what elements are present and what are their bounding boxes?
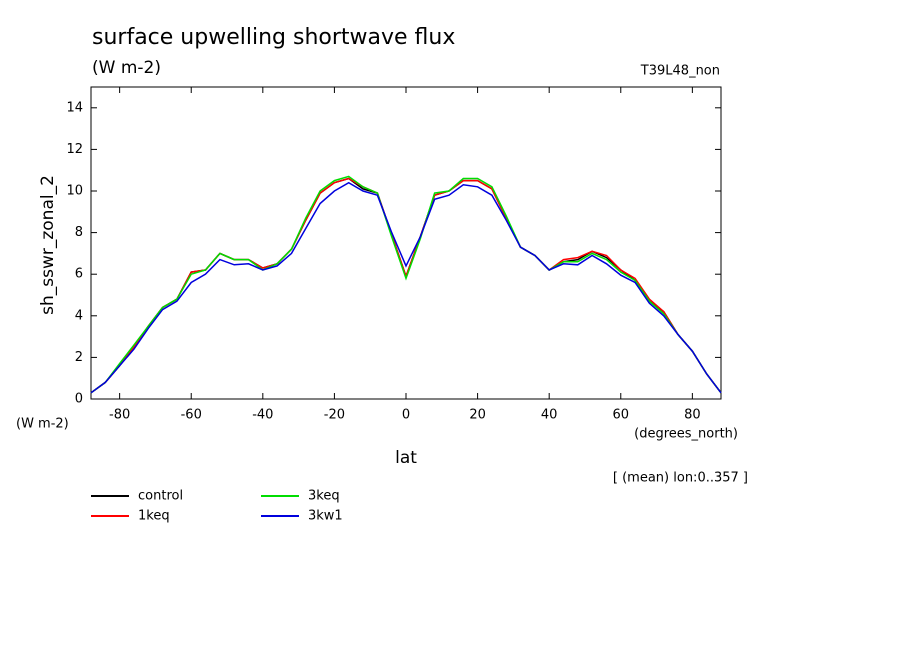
x-tick-label: -60 xyxy=(181,408,202,423)
legend-label: 3kw1 xyxy=(308,509,343,524)
x-tick-label: -40 xyxy=(252,408,273,423)
series-line xyxy=(90,175,722,394)
chart-subtitle: (W m-2) xyxy=(92,58,161,78)
y-tick-label: 6 xyxy=(75,267,83,282)
y-tick-label: 14 xyxy=(66,100,83,115)
x-tick-label: 40 xyxy=(541,408,558,423)
x-tick-label: 0 xyxy=(402,408,410,423)
chart-title: surface upwelling shortwave flux xyxy=(92,25,455,50)
y-tick-label: 0 xyxy=(75,392,83,407)
y-tick-label: 4 xyxy=(75,308,83,323)
legend-label: 3keq xyxy=(308,489,340,504)
y-tick-label: 2 xyxy=(75,350,83,365)
y-tick-label: 12 xyxy=(66,142,83,157)
legend-label: 1keq xyxy=(138,509,170,524)
x-units: (degrees_north) xyxy=(634,427,738,442)
x-tick-label: 80 xyxy=(684,408,701,423)
y-tick-label: 8 xyxy=(75,225,83,240)
plot-frame xyxy=(90,86,722,400)
series-line xyxy=(90,181,722,394)
y-units: (W m-2) xyxy=(16,417,69,432)
x-tick-label: 60 xyxy=(612,408,629,423)
run-label: T39L48_non xyxy=(640,64,720,79)
annotation: [ (mean) lon:0..357 ] xyxy=(613,471,748,486)
x-tick-label: -80 xyxy=(109,408,130,423)
legend-label: control xyxy=(138,489,183,504)
x-tick-label: 20 xyxy=(469,408,486,423)
x-tick-label: -20 xyxy=(324,408,345,423)
y-axis-label: sh_sswr_zonal_2 xyxy=(38,175,58,315)
y-tick-label: 10 xyxy=(66,184,83,199)
x-axis-label: lat xyxy=(395,448,417,468)
